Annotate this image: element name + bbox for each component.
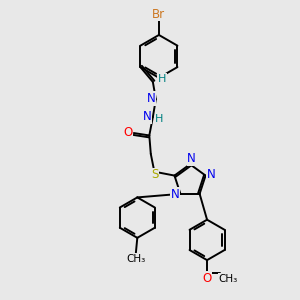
Text: Br: Br [152,8,166,21]
Text: N: N [142,110,151,123]
Text: N: N [171,188,179,201]
Text: CH₃: CH₃ [218,274,238,284]
Text: O: O [123,126,133,139]
Text: O: O [202,272,212,285]
Text: N: N [206,169,215,182]
Text: H: H [155,114,164,124]
Text: N: N [187,152,196,165]
Text: N: N [146,92,155,105]
Text: CH₃: CH₃ [126,254,146,264]
Text: H: H [158,74,166,84]
Text: S: S [151,168,159,181]
